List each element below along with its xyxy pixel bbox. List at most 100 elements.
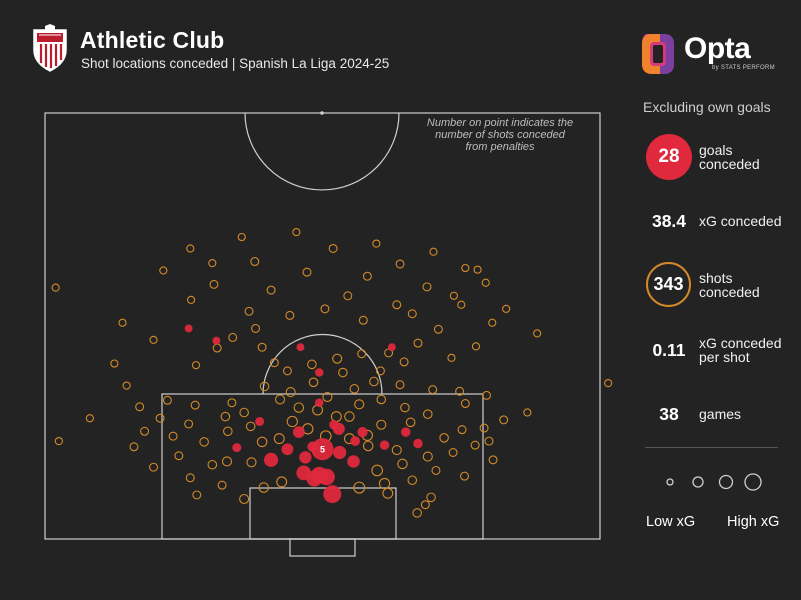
shot-point — [122, 381, 131, 390]
shot-point — [237, 232, 246, 242]
shot-point — [54, 436, 63, 446]
shot-point — [405, 417, 416, 428]
shot-point — [371, 464, 384, 477]
athletic-club-crest — [33, 24, 67, 72]
shot-point — [192, 490, 202, 500]
shot-point — [378, 477, 391, 490]
shot-point — [349, 384, 360, 394]
shot-point — [155, 413, 165, 423]
shot-point — [322, 391, 333, 403]
shot-point — [395, 380, 405, 390]
page-subtitle: Shot locations conceded | Spanish La Lig… — [81, 56, 390, 71]
shot-point — [420, 500, 430, 510]
legend-circle-1 — [666, 478, 674, 486]
shot-point — [217, 480, 227, 490]
shot-point — [185, 473, 195, 483]
shot-point — [482, 390, 492, 400]
goal-point — [347, 455, 360, 468]
shot-point — [149, 335, 158, 344]
shot-point — [239, 407, 249, 418]
stat-value: 343 — [646, 262, 691, 307]
stat-value: 38.4 — [651, 210, 687, 231]
shot-point — [428, 385, 438, 395]
shot-point — [332, 353, 343, 364]
goal-point — [212, 336, 221, 345]
shot-point — [223, 426, 233, 437]
shot-point — [308, 377, 319, 388]
shot-point — [439, 433, 449, 443]
stat-xg-per-shot: 0.11 xG conceded per shot — [645, 327, 797, 373]
shot-point — [426, 492, 436, 503]
goal — [289, 538, 356, 557]
goal-point — [299, 451, 312, 464]
xg-size-legend — [666, 473, 762, 491]
shot-point — [433, 324, 443, 334]
stat-goals-conceded: 28 goals conceded — [645, 134, 797, 180]
shot-point — [604, 379, 613, 388]
shot-point — [338, 367, 348, 378]
shot-point — [484, 436, 494, 446]
shot-point — [159, 266, 168, 275]
note-line-2: number of shots conceded — [435, 129, 566, 141]
sidebar-divider — [645, 447, 778, 448]
six-yard-box — [249, 487, 397, 540]
shot-point — [257, 342, 267, 352]
shot-point — [220, 411, 231, 422]
goal-point — [314, 398, 324, 407]
opta-logo-icon — [642, 34, 674, 74]
shot-point — [228, 332, 238, 342]
shot-point — [256, 436, 268, 448]
shot-point — [302, 267, 312, 277]
goal-point — [184, 324, 193, 333]
shot-point — [461, 263, 470, 273]
shot-point — [208, 259, 217, 268]
shot-point — [400, 402, 410, 413]
shot-point — [259, 381, 270, 392]
opta-wordmark: Opta — [684, 32, 751, 65]
shot-point — [207, 459, 218, 470]
shot-point — [129, 442, 139, 452]
goal-point — [255, 416, 265, 426]
shot-point — [375, 366, 385, 376]
shot-point — [397, 458, 408, 470]
shot-point — [457, 425, 467, 435]
shot-point — [276, 476, 288, 488]
goal-point — [387, 343, 396, 352]
goal-point — [413, 438, 423, 449]
stat-label: xG conceded — [699, 213, 782, 229]
goals-layer — [184, 324, 423, 504]
shot-point — [118, 318, 127, 327]
shot-point — [282, 366, 292, 376]
shot-point — [258, 482, 270, 493]
shot-point — [85, 414, 94, 423]
shot-point — [369, 376, 379, 387]
goal-point — [329, 420, 339, 430]
shot-point — [412, 508, 422, 518]
excluding-note: Excluding own goals — [643, 99, 771, 115]
shot-point — [186, 244, 195, 253]
shot-point — [382, 487, 394, 499]
goal-point — [264, 452, 279, 467]
centre-spot — [320, 111, 324, 115]
stat-label: xG conceded per shot — [699, 327, 782, 373]
shot-point — [470, 440, 480, 450]
shot-point — [460, 399, 470, 409]
stat-shots-conceded: 343 shots conceded — [645, 262, 797, 308]
shot-point — [533, 329, 542, 338]
shots-layer — [51, 228, 613, 518]
shot-point — [376, 394, 387, 405]
shot-point — [269, 358, 279, 368]
shot-point — [422, 409, 433, 419]
stat-label: games — [699, 406, 742, 422]
goal-point — [333, 445, 347, 460]
shot-point — [245, 421, 256, 432]
shot-point — [149, 462, 159, 472]
shot-point — [250, 257, 260, 267]
shot-point — [199, 437, 209, 447]
shot-point — [140, 426, 150, 436]
shot-point — [499, 415, 509, 425]
goal-point — [318, 468, 335, 486]
legend-low-label: Low xG — [646, 514, 696, 530]
shot-point — [239, 493, 250, 505]
shot-point — [190, 400, 200, 410]
